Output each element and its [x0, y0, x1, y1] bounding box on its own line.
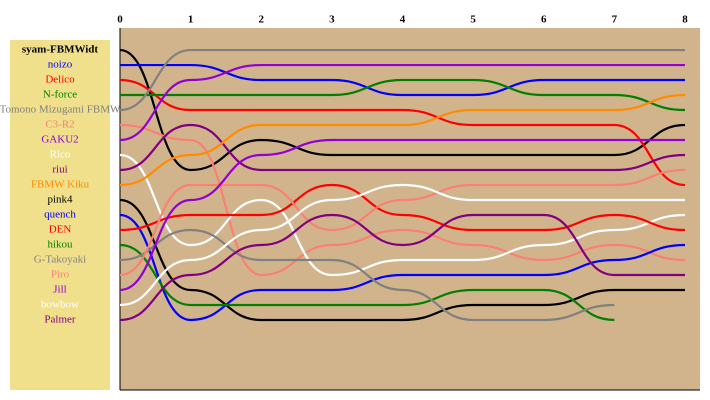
series-line — [119, 63, 685, 142]
legend-label: C3-R2 — [45, 119, 74, 131]
series-line — [119, 168, 686, 277]
legend-label: GAKU2 — [41, 134, 78, 146]
series-line — [119, 138, 685, 292]
x-tick-label: 8 — [682, 14, 688, 26]
series-line — [119, 93, 686, 187]
legend-box — [10, 40, 110, 390]
x-tick-label: 7 — [612, 14, 618, 26]
series-line — [119, 183, 685, 307]
series-line — [119, 213, 685, 322]
series-line — [119, 153, 686, 277]
series-line — [119, 228, 615, 322]
legend-label: noizo — [48, 59, 73, 71]
legend-label: Rico — [50, 149, 71, 161]
legend-label: pink4 — [47, 194, 73, 206]
legend-label: Delico — [45, 74, 75, 86]
legend-label: quench — [44, 209, 76, 221]
plot-area — [120, 28, 700, 390]
series-line — [120, 63, 685, 97]
legend-label: riui — [52, 164, 67, 176]
series-line — [119, 243, 615, 322]
series-line — [119, 198, 685, 322]
legend-label: DEN — [49, 224, 72, 236]
x-tick-label: 3 — [329, 14, 335, 26]
series-line — [119, 123, 686, 277]
series-line — [119, 48, 685, 112]
series-line — [119, 48, 686, 172]
x-tick-label: 2 — [259, 14, 265, 26]
x-tick-label: 4 — [400, 14, 406, 26]
legend-label: bowbow — [41, 299, 79, 311]
legend-label: Jill — [53, 284, 66, 296]
legend-label: syam-FBMWidt — [22, 44, 99, 56]
x-tick-label: 1 — [188, 14, 194, 26]
x-tick-label: 6 — [541, 14, 547, 26]
series-line — [119, 213, 686, 322]
x-tick-label: 0 — [117, 14, 123, 26]
legend-label: FBMW Kiku — [31, 179, 90, 191]
legend-label: Tomono Mizugami FBMW — [0, 104, 121, 116]
series-line — [119, 183, 686, 232]
x-tick-label: 5 — [470, 14, 476, 26]
legend-label: Palmer — [44, 314, 75, 326]
series-line — [120, 78, 686, 112]
series-line — [119, 78, 686, 187]
legend-label: hikou — [47, 239, 73, 251]
series-line — [119, 123, 686, 172]
legend-label: N-force — [43, 89, 77, 101]
legend-label: G-Takoyaki — [34, 254, 86, 266]
legend-label: Piro — [51, 269, 70, 281]
